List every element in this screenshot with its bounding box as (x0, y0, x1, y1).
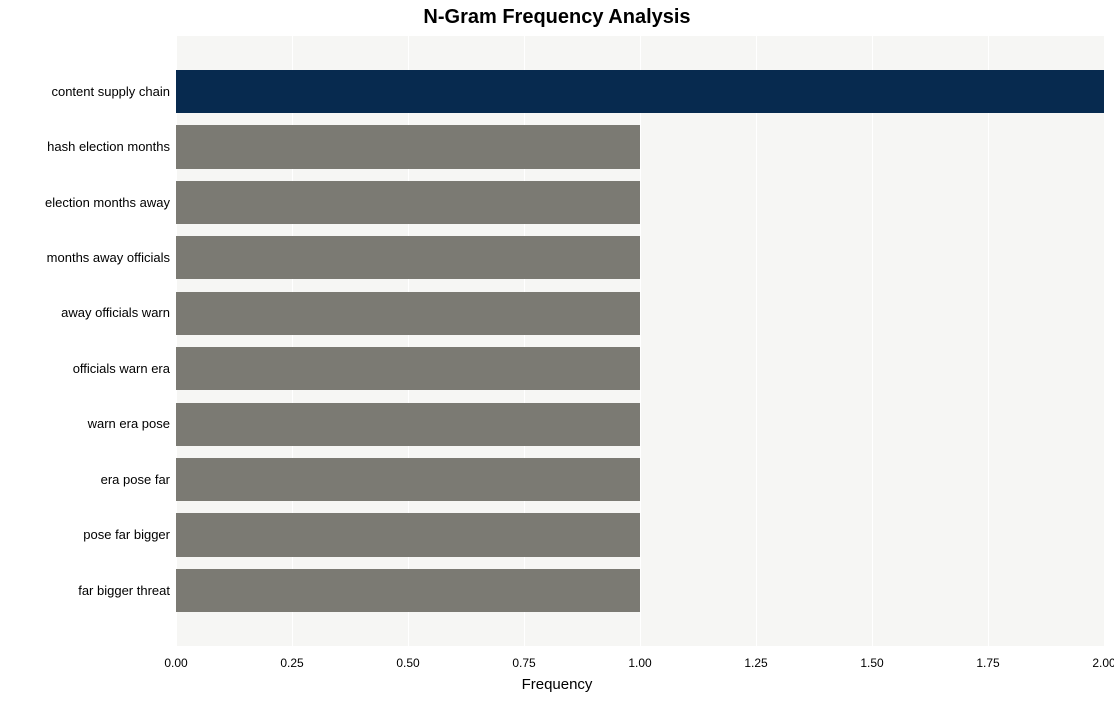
bar (176, 347, 640, 390)
bar (176, 181, 640, 224)
y-tick-label: hash election months (47, 139, 170, 154)
ngram-frequency-chart: N-Gram Frequency Analysis content supply… (0, 0, 1114, 701)
x-tick-label: 0.00 (164, 656, 187, 670)
y-tick-label: months away officials (47, 250, 170, 265)
grid-line (1104, 36, 1105, 646)
chart-title: N-Gram Frequency Analysis (0, 6, 1114, 29)
y-tick-label: far bigger threat (78, 583, 170, 598)
x-tick-label: 0.50 (396, 656, 419, 670)
bar (176, 125, 640, 168)
x-tick-label: 2.00 (1092, 656, 1114, 670)
x-tick-label: 0.25 (280, 656, 303, 670)
grid-line (756, 36, 757, 646)
x-tick-label: 1.75 (976, 656, 999, 670)
x-tick-label: 1.50 (860, 656, 883, 670)
bar (176, 569, 640, 612)
x-tick-label: 0.75 (512, 656, 535, 670)
y-tick-label: away officials warn (61, 305, 170, 320)
grid-line (640, 36, 641, 646)
x-tick-label: 1.25 (744, 656, 767, 670)
grid-line (988, 36, 989, 646)
bar (176, 513, 640, 556)
y-tick-label: content supply chain (51, 84, 170, 99)
bar (176, 70, 1104, 113)
plot-area (176, 36, 1104, 646)
y-tick-label: election months away (45, 195, 170, 210)
x-axis-label: Frequency (0, 676, 1114, 693)
bar (176, 236, 640, 279)
y-tick-label: officials warn era (73, 361, 170, 376)
y-tick-label: pose far bigger (83, 527, 170, 542)
x-tick-label: 1.00 (628, 656, 651, 670)
grid-line (872, 36, 873, 646)
y-tick-label: era pose far (101, 472, 170, 487)
bar (176, 403, 640, 446)
bar (176, 292, 640, 335)
y-tick-label: warn era pose (88, 416, 170, 431)
bar (176, 458, 640, 501)
